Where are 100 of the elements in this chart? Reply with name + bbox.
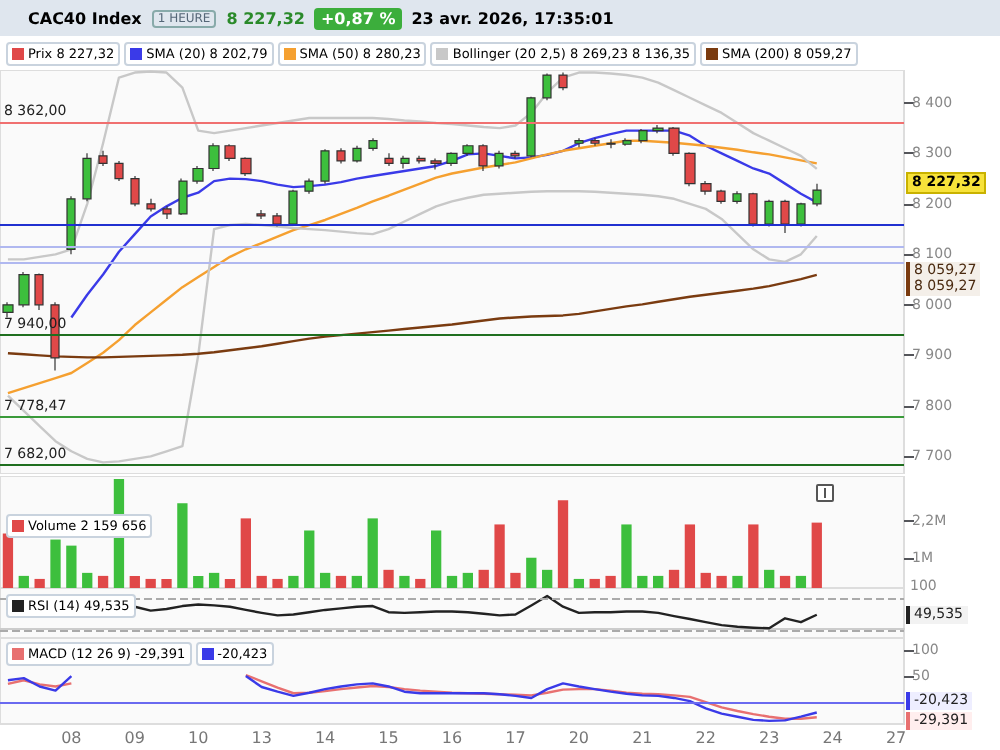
bar bbox=[351, 575, 362, 588]
bar bbox=[399, 575, 410, 588]
bar bbox=[224, 578, 236, 588]
candlestick bbox=[716, 189, 726, 205]
bar bbox=[256, 575, 267, 588]
candlestick bbox=[764, 199, 774, 228]
bar bbox=[764, 569, 775, 588]
candlestick bbox=[526, 96, 536, 158]
bar bbox=[526, 557, 537, 588]
bar bbox=[367, 518, 378, 588]
x-tick-label: 24 bbox=[822, 729, 843, 747]
candlestick bbox=[478, 143, 488, 172]
candlestick bbox=[796, 202, 806, 228]
candlestick bbox=[272, 212, 282, 228]
candlestick bbox=[146, 198, 156, 212]
candlestick bbox=[178, 177, 188, 216]
bar bbox=[589, 578, 600, 588]
candlestick bbox=[130, 175, 140, 207]
candlestick bbox=[208, 142, 220, 172]
bar bbox=[462, 572, 474, 588]
candlestick bbox=[780, 199, 790, 234]
bar bbox=[240, 518, 251, 588]
x-tick-label: 09 bbox=[124, 729, 145, 747]
candlestick bbox=[416, 155, 426, 165]
bar bbox=[82, 572, 93, 588]
bar bbox=[542, 569, 553, 588]
line-series bbox=[6, 273, 818, 359]
x-tick-label: 23 bbox=[759, 729, 780, 747]
candlestick bbox=[510, 150, 520, 159]
line-series bbox=[70, 129, 818, 319]
candlestick bbox=[494, 150, 504, 170]
candlestick bbox=[66, 195, 76, 255]
candlestick bbox=[352, 145, 362, 164]
bar bbox=[18, 575, 29, 588]
candlestick bbox=[224, 143, 236, 162]
bar bbox=[288, 575, 299, 588]
candlestick bbox=[462, 143, 474, 157]
x-tick-label: 27 bbox=[885, 729, 907, 747]
x-tick-label: 13 bbox=[251, 729, 272, 747]
bar bbox=[304, 530, 315, 588]
bar bbox=[97, 575, 109, 588]
candlestick bbox=[652, 124, 664, 134]
candlestick bbox=[812, 183, 822, 207]
candlestick bbox=[240, 156, 252, 177]
text: 23 avr. 2026, 17:35:01 bbox=[411, 9, 614, 27]
candlestick bbox=[748, 192, 758, 228]
bar bbox=[732, 575, 743, 588]
candlestick bbox=[368, 137, 378, 152]
candlestick bbox=[542, 72, 552, 101]
bar bbox=[145, 578, 156, 588]
x-tick-label: 17 bbox=[505, 729, 526, 747]
candlestick bbox=[400, 155, 410, 170]
bar bbox=[557, 500, 569, 588]
candlestick bbox=[668, 126, 680, 157]
bar bbox=[700, 572, 711, 588]
candlestick bbox=[684, 151, 696, 187]
x-tick-label: 14 bbox=[314, 729, 336, 747]
candlestick bbox=[590, 137, 600, 147]
bar bbox=[129, 575, 140, 588]
bar bbox=[494, 524, 505, 588]
bar bbox=[621, 524, 632, 588]
bar bbox=[653, 575, 664, 588]
candlestick bbox=[574, 137, 584, 148]
candlestick bbox=[98, 150, 108, 167]
candlestick bbox=[622, 137, 632, 147]
candlestick bbox=[320, 148, 330, 185]
bar bbox=[510, 572, 521, 588]
bar bbox=[415, 578, 426, 588]
x-tick-label: 20 bbox=[568, 729, 590, 747]
bar bbox=[319, 572, 331, 588]
bar bbox=[637, 575, 648, 588]
x-tick-label: 21 bbox=[632, 729, 653, 747]
x-tick-label: 16 bbox=[441, 729, 463, 747]
bar bbox=[161, 578, 172, 588]
candlestick bbox=[700, 180, 712, 196]
candlestick bbox=[384, 152, 394, 167]
bar bbox=[34, 578, 45, 588]
candlestick bbox=[18, 271, 30, 308]
candlestick bbox=[192, 165, 204, 185]
bar bbox=[177, 503, 188, 588]
candlestick bbox=[304, 177, 314, 195]
chart-title: CAC40 Index bbox=[28, 9, 142, 27]
candlestick bbox=[558, 71, 568, 91]
bar bbox=[811, 522, 822, 588]
text: +0,87 % bbox=[314, 7, 402, 29]
line-series bbox=[6, 139, 818, 395]
x-tick-label: 15 bbox=[378, 729, 399, 747]
bar bbox=[478, 569, 489, 588]
candlestick bbox=[430, 157, 442, 171]
candlestick bbox=[34, 272, 44, 311]
candlestick bbox=[162, 205, 172, 220]
bar bbox=[668, 569, 680, 588]
candlestick bbox=[336, 147, 346, 165]
bar bbox=[193, 575, 204, 588]
bar bbox=[208, 572, 220, 588]
line-series bbox=[6, 190, 818, 464]
bar bbox=[2, 533, 14, 588]
line-series bbox=[6, 70, 818, 261]
bar bbox=[748, 524, 759, 588]
candlestick bbox=[288, 189, 298, 226]
